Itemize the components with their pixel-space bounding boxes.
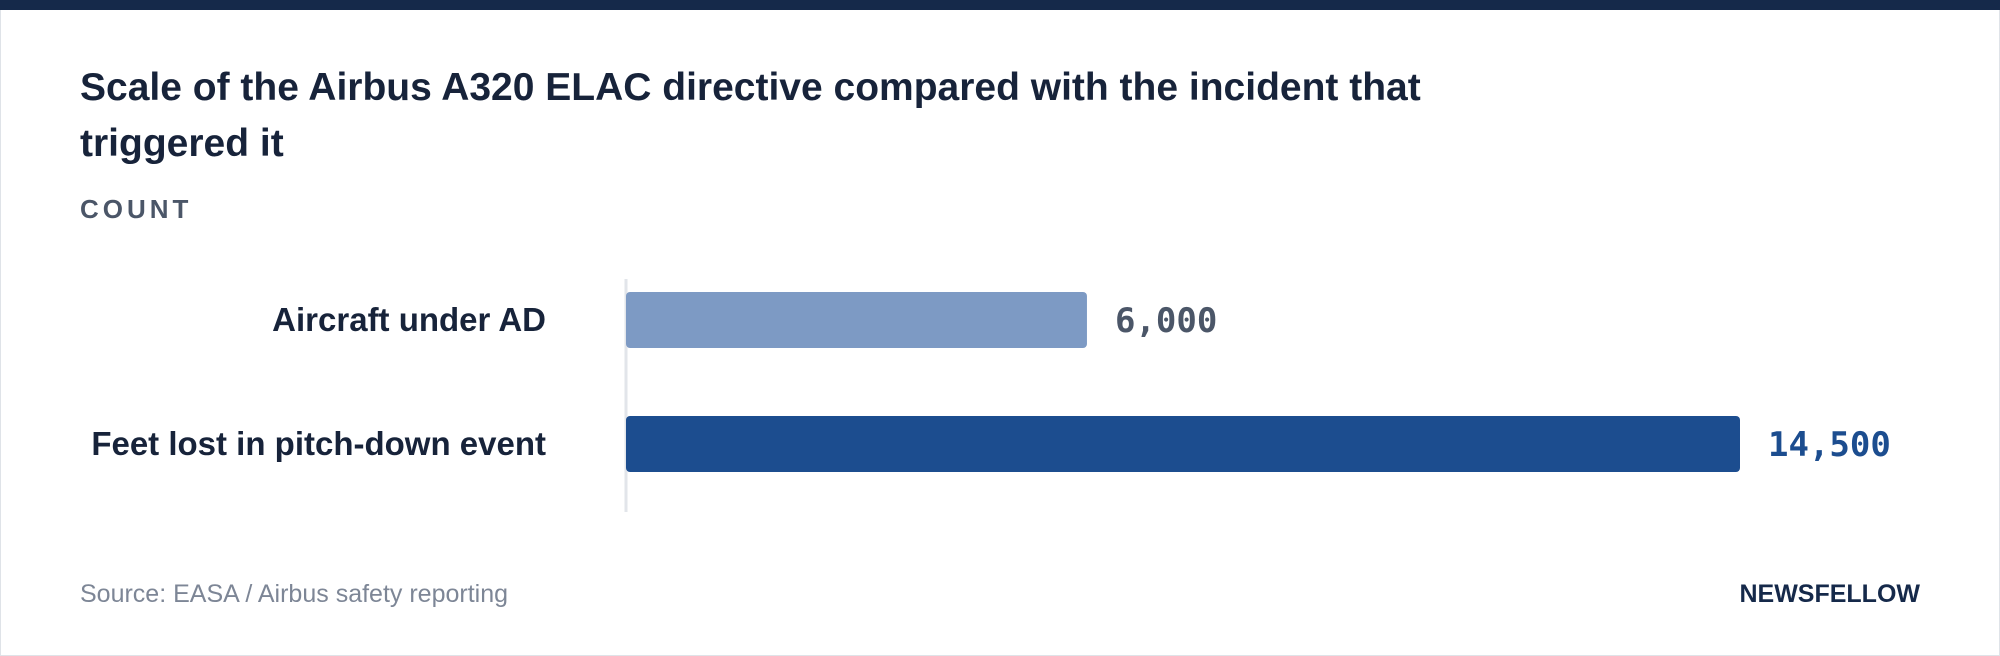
category-label: Aircraft under AD xyxy=(272,301,546,338)
category-label: Feet lost in pitch-down event xyxy=(91,425,546,462)
unit-label: COUNT xyxy=(80,194,193,224)
top-accent-bar xyxy=(0,0,2000,10)
brand-logo-text: NEWSFELLOW xyxy=(1739,580,1920,608)
chart-title: Scale of the Airbus A320 ELAC directive … xyxy=(80,66,1421,165)
value-label: 14,500 xyxy=(1768,425,1891,465)
bar xyxy=(626,292,1087,348)
value-label: 6,000 xyxy=(1115,301,1217,341)
bar xyxy=(626,416,1740,472)
source-note: Source: EASA / Airbus safety reporting xyxy=(80,580,509,608)
